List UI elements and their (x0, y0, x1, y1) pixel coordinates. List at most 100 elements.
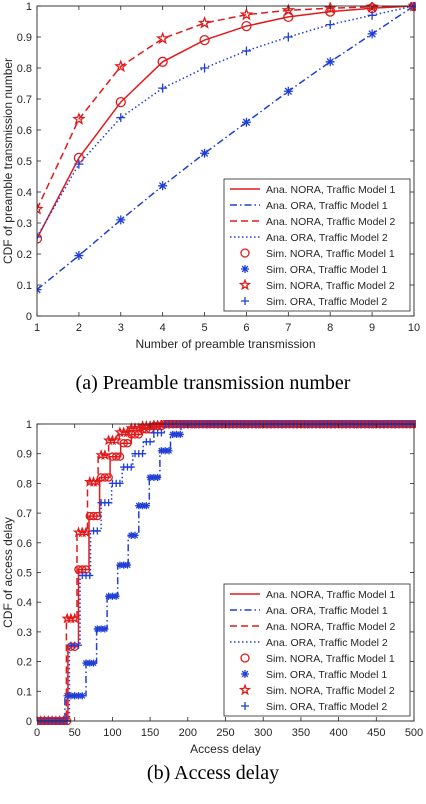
chart-b-series-1-marker-16-shape (93, 625, 101, 633)
chart-b-series-1-marker-27 (135, 502, 143, 510)
chart-a-series-2-marker-4-shape (197, 16, 212, 29)
chart-b-series-2-marker-27-shape (133, 422, 145, 434)
chart-b-xtick-label-0: 0 (34, 727, 40, 739)
chart-b-series-0-marker-22-shape (115, 452, 125, 461)
chart-b-xtick-label-1: 50 (69, 727, 81, 739)
chart-a-ylabel: CDF of preamble transmission number (1, 58, 15, 264)
chart-a-legend-label-5: Sim. ORA, Traffic Model 1 (266, 264, 387, 276)
chart-a-xtick-label-1: 2 (76, 322, 82, 334)
chart-a-series-2-marker-5-shape (239, 7, 254, 21)
chart-b-series-0-marker-26 (130, 430, 140, 439)
chart-a-xtick-label-0: 1 (34, 322, 40, 334)
chart-a-legend-marker-5 (241, 265, 249, 273)
chart-a-legend-label-1: Ana. ORA, Traffic Model 1 (266, 200, 388, 212)
chart-a-series-1-marker-2 (116, 215, 126, 225)
chart-b-ytick-label-9: 0.9 (17, 449, 32, 461)
chart-b-xtick-label-7: 350 (292, 727, 310, 739)
chart-a-series-1-marker-3 (158, 181, 168, 191)
chart-a-series-1-marker-8-shape (367, 29, 377, 39)
chart-a-ytick-label-10: 1 (26, 1, 32, 13)
chart-a-series-0-marker-3-shape (157, 56, 168, 67)
chart-b-series-0-marker-22 (115, 452, 125, 461)
chart-b-series-3-marker-14 (86, 571, 94, 580)
chart-a-series-3-marker-5-shape (241, 46, 251, 56)
chart-a-series-0-marker-3 (157, 56, 168, 67)
chart-b-series-1-marker-34-shape (161, 447, 169, 455)
chart-b-series-3-marker-33 (157, 429, 166, 437)
chart-b-legend-label-0: Ana. NORA, Traffic Model 1 (266, 589, 396, 601)
chart-a-series-0-marker-0-shape (37, 233, 43, 244)
chart-b-series-3-marker-33-shape (157, 429, 166, 437)
chart-b-series-0-marker-24-shape (123, 439, 132, 448)
chart-b-series-1-marker-14-shape (86, 659, 94, 667)
chart-a-series-2-marker-2 (114, 59, 128, 73)
chart-a-series-3-marker-1 (74, 159, 84, 169)
chart-b-legend-marker-4-shape (240, 653, 250, 663)
chart-b-series-3-marker-28 (138, 450, 147, 458)
chart-b-legend-label-3: Ana. ORA, Traffic Model 2 (266, 637, 388, 649)
chart-b-series-1-marker-18 (101, 625, 109, 633)
chart-a-series-2-line (37, 5, 415, 210)
chart-b-series-1-marker-8 (63, 692, 71, 700)
chart-a-xtick-label-2: 3 (118, 322, 124, 334)
chart-a-xtick-label-8: 9 (369, 322, 375, 334)
chart-b-series-3-marker-30 (146, 438, 154, 446)
chart-a-series-3-marker-6-shape (283, 32, 293, 42)
chart-b-legend-marker-5 (241, 670, 249, 678)
chart-a-ytick-label-8: 0.8 (17, 63, 32, 75)
chart-a-series-3-marker-3-shape (158, 83, 168, 93)
chart-a-series-1-marker-1 (74, 251, 84, 261)
chart-a-series-2-marker-6 (281, 3, 296, 17)
chart-b-xtick-label-9: 450 (367, 727, 385, 739)
chart-b-series-1-marker-27-shape (135, 502, 143, 510)
chart-a-series-1-marker-7-shape (325, 57, 335, 67)
chart-a-legend-marker-6-shape (238, 278, 252, 291)
chart-a-series-1-marker-6 (283, 86, 293, 96)
chart-b-legend-marker-7 (241, 702, 249, 710)
chart-b-series-0-marker-15-shape (89, 511, 98, 521)
chart-b-series-1-marker-21-shape (112, 592, 120, 600)
chart-b-series-3-marker-25-shape (127, 463, 135, 471)
chart-a-legend-marker-4 (240, 248, 250, 258)
chart-b-series-3-marker-19 (105, 499, 113, 507)
chart-b-series-0-marker-19 (104, 473, 113, 482)
chart-b-series-3-marker-25 (127, 463, 135, 471)
chart-b-series-3-marker-11-shape (74, 641, 83, 649)
chart-a-legend-label-0: Ana. NORA, Traffic Model 1 (266, 184, 396, 196)
chart-b-xtick-label-5: 250 (216, 727, 234, 739)
chart-b-series-1-marker-22 (116, 561, 124, 569)
chart-b-series-1-marker-28 (138, 502, 147, 510)
chart-a-series-0-line (37, 5, 415, 239)
chart-b-series-1-marker-35-shape (165, 447, 173, 455)
chart-b-series-0-marker-23-shape (119, 439, 128, 448)
chart-b-series-1-marker-24 (123, 561, 132, 569)
chart-a-series-3-marker-0-shape (37, 232, 42, 242)
chart-a-series-2-marker-1-shape (72, 112, 86, 125)
chart-b-series-3-marker-30-shape (146, 438, 154, 446)
chart-a-xlabel: Number of preamble transmission (135, 337, 315, 351)
chart-b-legend-label-4: Sim. NORA, Traffic Model 1 (266, 653, 395, 665)
chart-a-series-3-marker-3 (158, 83, 168, 93)
chart-b-series-2-marker-27 (133, 422, 145, 434)
chart-b-ytick-label-7: 0.7 (17, 508, 32, 520)
chart-b-ytick-label-10: 1 (26, 419, 32, 431)
chart-b-xtick-label-6: 300 (254, 727, 272, 739)
chart-b-xtick-label-8: 400 (329, 727, 347, 739)
chart-a-ytick-label-5: 0.5 (17, 156, 32, 168)
chart-b-legend-label-1: Ana. ORA, Traffic Model 1 (266, 605, 388, 617)
chart-a-series-1-marker-1-shape (74, 251, 84, 261)
chart-a-series-3-marker-5 (241, 46, 251, 56)
chart-b-xtick-label-2: 100 (103, 727, 121, 739)
chart-a-xtick-label-7: 8 (327, 322, 333, 334)
chart-b-legend-marker-7-shape (241, 702, 249, 710)
chart-b-series-2-marker-21-shape (110, 434, 122, 446)
chart-b-series-1-marker-35 (165, 447, 173, 455)
chart-b-series-1-marker-31-shape (150, 473, 158, 482)
chart-a-legend-label-4: Sim. NORA, Traffic Model 1 (266, 248, 395, 260)
chart-a-series-3-marker-4 (200, 63, 210, 73)
chart-b-series-1-marker-26-shape (131, 531, 139, 539)
chart-b-series-1-marker-19 (105, 592, 113, 600)
chart-b-series-1-marker-28-shape (138, 502, 147, 510)
chart-a-legend-label-6: Sim. NORA, Traffic Model 2 (266, 280, 395, 292)
chart-b-series-1-marker-10 (71, 692, 79, 700)
